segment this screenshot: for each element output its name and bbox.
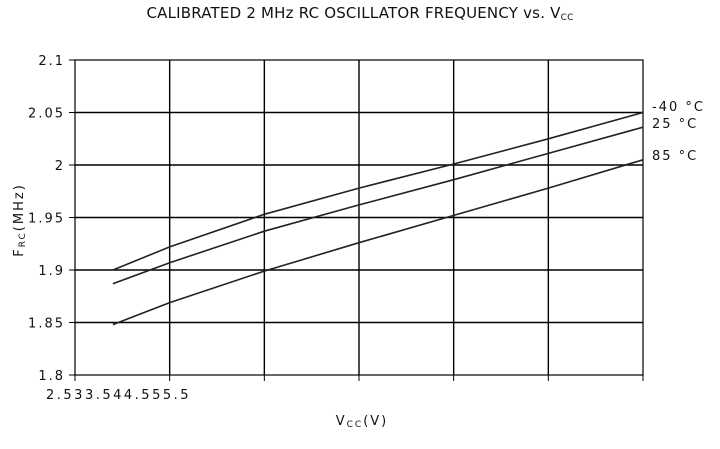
series-label: 25 °C xyxy=(652,117,698,132)
y-tick-label: 1.9 xyxy=(38,264,65,279)
y-tick-label: 2 xyxy=(55,159,65,174)
series-line xyxy=(112,159,644,326)
x-axis-label: VCC(V) xyxy=(336,414,389,430)
x-axis-label-subscript: CC xyxy=(346,420,364,430)
series-label: -40 °C xyxy=(652,100,705,115)
chart-title-subscript: CC xyxy=(560,13,574,23)
y-axis-label: FRC(MHz) xyxy=(12,183,28,257)
x-axis-label-unit: (V) xyxy=(363,414,389,429)
chart-title: CALIBRATED 2 MHz RC OSCILLATOR FREQUENCY… xyxy=(0,4,720,23)
series-label: 85 °C xyxy=(652,149,698,164)
y-tick-label: 2.1 xyxy=(38,54,65,69)
chart-title-text: CALIBRATED 2 MHz RC OSCILLATOR FREQUENCY… xyxy=(146,4,561,22)
y-axis-label-main: F xyxy=(12,247,27,257)
series-line xyxy=(112,126,644,285)
x-tick-labels: 2.533.544.555.5 xyxy=(46,388,192,403)
series-line xyxy=(112,111,644,271)
x-axis-label-main: V xyxy=(335,414,347,429)
y-axis-label-subscript: RC xyxy=(18,231,28,248)
y-tick-label: 1.95 xyxy=(28,212,65,227)
y-tick-label: 1.8 xyxy=(38,369,65,384)
y-axis-label-unit: (MHz) xyxy=(12,183,27,232)
y-tick-label: 2.05 xyxy=(28,107,65,122)
y-tick-label: 1.85 xyxy=(28,317,65,332)
